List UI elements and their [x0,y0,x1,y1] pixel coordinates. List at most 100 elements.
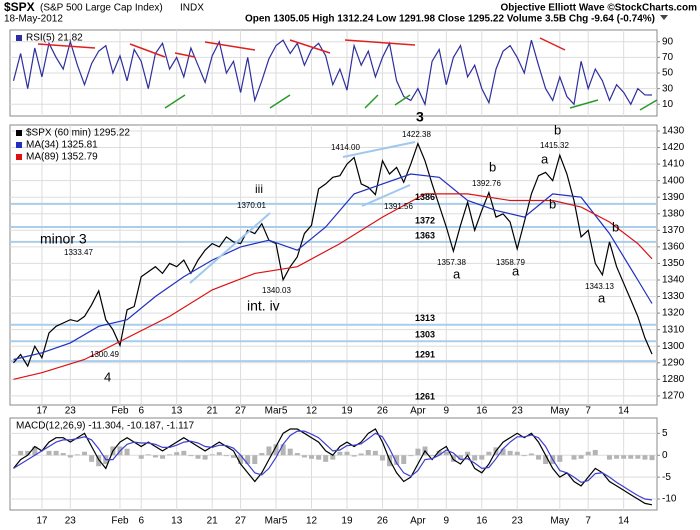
histogram-bar [415,448,421,456]
histogram-bar [238,455,244,464]
y-tick-label: 0 [662,450,668,461]
histogram-bar [401,455,407,464]
y-tick-label: 1290 [662,357,685,368]
x-tick-label: 19 [341,516,353,527]
level-label: 1291 [415,349,435,359]
histogram-bar [181,450,187,456]
x-tick-label: 21 [207,406,219,417]
histogram-bar [195,455,201,459]
annotation: 1370.01 [237,201,266,210]
histogram-bar [614,455,620,459]
histogram-bar [628,455,634,459]
histogram-bar [571,455,577,460]
exchange: INDX [180,3,204,14]
annotation: b [554,122,561,137]
histogram-bar [500,448,506,456]
series-line [13,428,653,506]
histogram-bar [337,451,343,456]
histogram-bar [53,450,59,456]
histogram-bar [209,454,215,456]
histogram-bar [96,455,102,467]
histogram-bar [443,451,449,456]
panel-layer [10,30,657,116]
x-tick-label: 7 [585,406,591,417]
histogram-bar [635,455,641,459]
y-tick-label: 1350 [662,258,685,269]
x-tick-label: Mar5 [265,406,288,417]
x-tick-label: 12 [306,406,318,417]
y-tick-label: 1300 [662,341,685,352]
quote: Open 1305.05 High 1312.24 Low 1291.98 Cl… [245,14,655,25]
x-tick-label: 23 [512,406,524,417]
y-tick-label: 1370 [662,225,685,236]
y-tick-label: 70 [662,52,674,63]
series-line [13,193,653,380]
series-line [12,39,653,107]
x-tick-label: 13 [171,406,183,417]
symbol: $SPX [4,0,35,14]
annotation: 1300.49 [90,350,119,359]
histogram-bar [649,455,655,461]
histogram-bar [124,448,130,456]
trendlines [37,37,658,284]
y-tick-label: 1430 [662,126,685,137]
x-tick-label: 27 [235,516,247,527]
annotation: a [453,266,461,281]
y-tick-label: -10 [662,494,677,505]
x-tick-label: 9 [444,406,450,417]
histogram-bar [280,444,286,456]
histogram-bar [379,455,385,461]
histogram-bar [358,453,364,456]
histogram-bar [25,450,31,456]
histogram-bar [309,455,315,459]
y-tick-label: 1280 [662,374,685,385]
x-tick-label: 17 [36,406,48,417]
histogram-bar [521,455,527,457]
y-tick-label: 1380 [662,208,685,219]
histogram-bar [138,455,144,459]
histogram-bar [507,450,513,456]
level-label: 1261 [415,391,435,401]
y-tick-label: 1410 [662,159,685,170]
x-tick-label: 19 [341,406,353,417]
x-tick-label: 17 [36,516,48,527]
y-tick-label: 50 [662,68,674,79]
panel-title: MACD(12,26,9) -11.304, -10.187, -1.117 [16,421,195,432]
histogram-bar [585,451,591,456]
legend-swatch [16,130,22,136]
panel-layer [10,125,657,405]
x-tick-label: 26 [377,406,389,417]
x-tick-label: 23 [65,406,77,417]
annotation: b [549,196,556,211]
annotation: 1358.79 [496,258,525,267]
histogram-bar [152,455,158,458]
histogram-bar [372,450,378,456]
annotation: 1343.13 [585,282,614,291]
histogram-bar [642,455,648,460]
legend-label: RSI(5) 21.82 [26,33,83,44]
x-tick-label: 12 [306,516,318,527]
annotation: a [512,263,520,278]
annotation: 1340.03 [262,286,291,295]
histogram-bar [479,455,485,460]
histogram-bar [465,451,471,456]
annotation: a [598,290,606,305]
histogram-bar [301,455,307,458]
x-tick-label: Apr [410,406,426,417]
histogram-bar [160,455,166,459]
legend-label: MA(89) 1352.79 [26,152,98,163]
y-tick-label: -5 [662,472,671,483]
histogram-bar [32,446,38,456]
x-tick-label: 27 [235,406,247,417]
histogram-bar [429,455,435,457]
histogram-bar [46,450,52,456]
date: 18-May-2012 [4,14,63,25]
x-tick-label: May [550,406,569,417]
menu-arrow[interactable] [660,15,668,20]
histogram-bar [323,455,329,462]
histogram-bar [316,455,322,460]
y-tick-label: 5 [662,428,668,439]
histogram-bar [457,455,463,460]
legend-swatch [16,154,22,160]
histogram-bar [472,455,478,461]
